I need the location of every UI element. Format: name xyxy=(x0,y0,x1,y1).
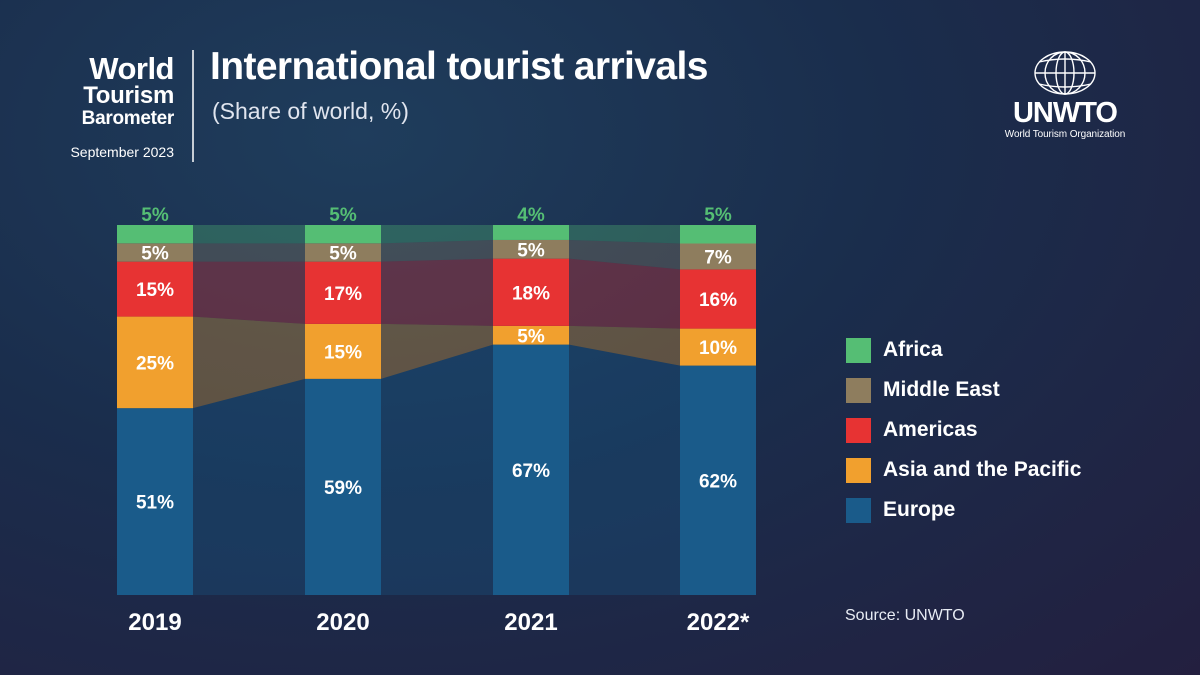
bar-segment-asia-and-the-pacific xyxy=(680,328,756,366)
bar-segment-middle-east xyxy=(305,243,381,262)
bar-segment-americas xyxy=(117,261,193,317)
data-label: 4% xyxy=(517,205,545,226)
data-label: 5% xyxy=(141,205,169,226)
bar-segment-africa xyxy=(680,225,756,244)
bar-segment-middle-east xyxy=(680,243,756,270)
connector-band xyxy=(381,323,493,379)
connector-band xyxy=(569,344,680,595)
bar-segment-asia-and-the-pacific xyxy=(117,316,193,409)
legend-item-europe: Europe xyxy=(846,490,1081,530)
data-label: 25% xyxy=(136,353,174,374)
connector-band xyxy=(193,261,305,324)
connector-band xyxy=(569,325,680,366)
globe-icon xyxy=(1034,51,1096,95)
unwto-logo: UNWTO World Tourism Organization xyxy=(1000,50,1130,140)
legend-swatch xyxy=(846,377,871,403)
connector-bands xyxy=(193,225,680,595)
legend-label: Americas xyxy=(883,418,978,441)
logo-org: World Tourism Organization xyxy=(1004,129,1126,140)
bar-segment-europe xyxy=(117,408,193,595)
bar-segment-americas xyxy=(680,269,756,329)
source-note: Source: UNWTO xyxy=(845,607,965,624)
data-label: 5% xyxy=(517,326,545,347)
brand-date: September 2023 xyxy=(70,144,174,160)
logo-name: UNWTO xyxy=(1012,97,1118,129)
data-label: 7% xyxy=(704,247,732,268)
bar-segment-asia-and-the-pacific xyxy=(305,323,381,379)
data-label: 16% xyxy=(699,290,737,311)
data-label: 10% xyxy=(699,338,737,359)
data-label: 5% xyxy=(329,205,357,226)
data-label: 17% xyxy=(324,284,362,305)
bar-segment-americas xyxy=(493,258,569,326)
connector-band xyxy=(569,239,680,270)
data-label: 62% xyxy=(699,471,737,492)
legend-swatch xyxy=(846,497,871,523)
bar-segment-americas xyxy=(305,261,381,324)
brand-line-barometer: Barometer xyxy=(81,108,175,129)
bar-segment-africa xyxy=(305,225,381,244)
header-divider xyxy=(192,50,194,162)
data-label: 5% xyxy=(141,243,169,264)
x-tick-label: 2020 xyxy=(316,609,369,636)
chart-legend: Africa Middle East Americas Asia and the Pa… xyxy=(846,330,1081,530)
data-label: 59% xyxy=(324,478,362,499)
x-tick-label: 2021 xyxy=(504,609,557,636)
data-label: 15% xyxy=(136,280,174,301)
connector-band xyxy=(569,258,680,329)
connector-band xyxy=(381,258,493,326)
bar-segment-europe xyxy=(680,365,756,595)
legend-swatch xyxy=(846,457,871,483)
x-tick-label: 2022* xyxy=(687,609,750,636)
legend-item-africa: Africa xyxy=(846,330,1081,370)
data-label: 5% xyxy=(517,240,545,261)
chart-title: International tourist arrivals xyxy=(210,45,708,88)
legend-label: Middle East xyxy=(883,378,1000,401)
legend-item-asia-and-the-pacific: Asia and the Pacific xyxy=(846,450,1081,490)
connector-band xyxy=(193,225,305,244)
bar-segment-middle-east xyxy=(117,243,193,262)
connector-band xyxy=(193,378,305,595)
legend-item-americas: Americas xyxy=(846,410,1081,450)
x-tick-label: 2019 xyxy=(128,609,181,636)
legend-item-middle-east: Middle East xyxy=(846,370,1081,410)
connector-band xyxy=(381,344,493,595)
brand-block: World Tourism Barometer September 2023 xyxy=(56,51,175,160)
legend-swatch xyxy=(846,337,871,363)
bar-segment-africa xyxy=(493,225,569,240)
data-label: 15% xyxy=(324,342,362,363)
data-label: 67% xyxy=(512,461,550,482)
connector-band xyxy=(381,225,493,244)
bar-segment-asia-and-the-pacific xyxy=(493,325,569,345)
data-label: 5% xyxy=(329,243,357,264)
bar-segment-middle-east xyxy=(493,239,569,259)
bar-segment-africa xyxy=(117,225,193,244)
legend-label: Asia and the Pacific xyxy=(883,458,1082,481)
connector-band xyxy=(569,225,680,244)
brand-line-world: World xyxy=(89,51,174,86)
chart-subtitle: (Share of world, %) xyxy=(212,98,409,124)
legend-label: Africa xyxy=(883,338,943,361)
data-label: 18% xyxy=(512,283,550,304)
legend-swatch xyxy=(846,417,871,443)
bar-segment-europe xyxy=(305,378,381,595)
connector-band xyxy=(381,239,493,262)
connector-band xyxy=(193,243,305,262)
data-label: 51% xyxy=(136,493,174,514)
legend-label: Europe xyxy=(883,498,956,521)
bar-segment-europe xyxy=(493,344,569,595)
connector-band xyxy=(193,316,305,409)
data-label: 5% xyxy=(704,205,732,226)
brand-line-tourism: Tourism xyxy=(83,82,174,109)
